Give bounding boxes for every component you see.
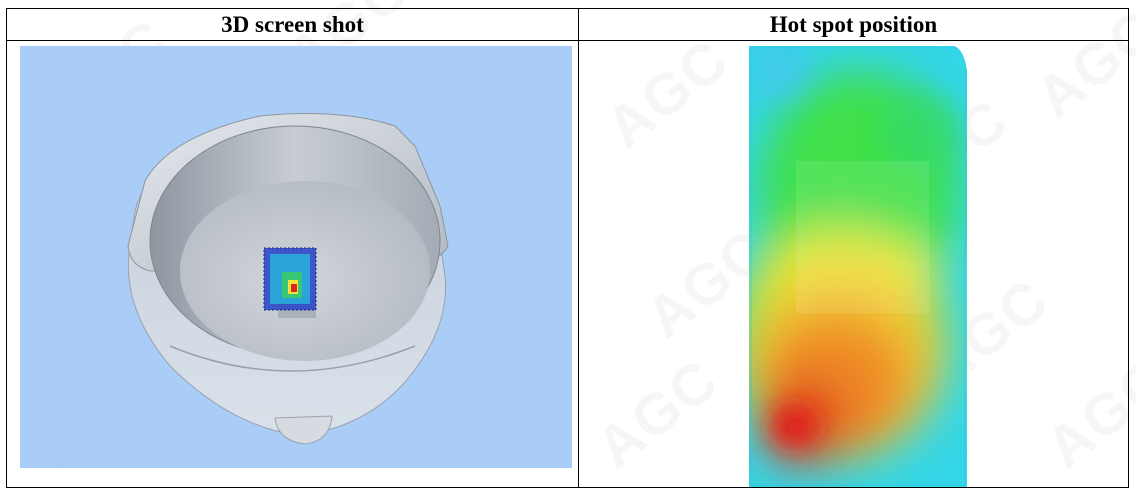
probe-grid-model bbox=[263, 247, 317, 311]
header-hot-spot-position: Hot spot position bbox=[578, 8, 1129, 41]
bowl-3d-model bbox=[20, 46, 572, 468]
comparison-table: 3D screen shot Hot spot position bbox=[6, 8, 1129, 488]
cell-hot-spot-position bbox=[578, 40, 1129, 488]
heatmap bbox=[749, 46, 967, 487]
header-3d-screenshot: 3D screen shot bbox=[6, 8, 579, 41]
cell-3d-screenshot bbox=[6, 40, 579, 488]
